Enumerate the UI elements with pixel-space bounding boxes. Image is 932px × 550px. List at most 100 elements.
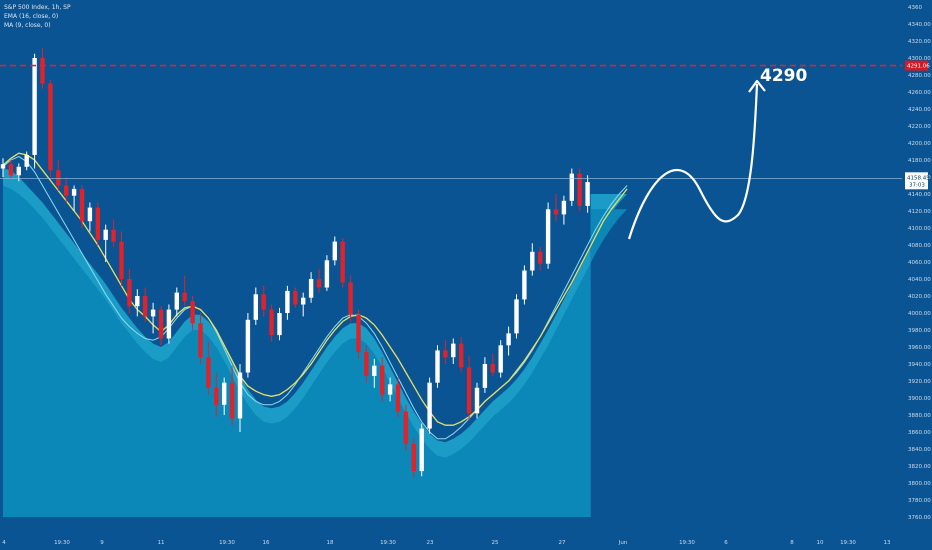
- ma-line: [2, 156, 628, 440]
- y-tick-label: 4100.00: [908, 226, 931, 232]
- y-tick-label: 4340.00: [908, 22, 931, 28]
- legend-ema: EMA (16, close, 0): [4, 13, 59, 20]
- candle-body: [253, 294, 258, 320]
- candle-body: [150, 309, 156, 317]
- candle-body: [143, 296, 148, 317]
- x-tick-label: 13: [884, 540, 891, 546]
- candle-body: [103, 229, 108, 240]
- x-tick-label: 10: [817, 540, 824, 546]
- candle-body: [16, 166, 21, 176]
- candle-body: [24, 154, 29, 167]
- projection-path: [627, 79, 766, 240]
- candle-body: [553, 209, 559, 215]
- candle-body: [577, 173, 582, 206]
- candle-body: [79, 188, 85, 222]
- current-price-timer: 37:03: [909, 182, 925, 188]
- candle-body: [569, 173, 574, 201]
- candle-body: [324, 260, 330, 288]
- y-tick-label: 4360: [908, 5, 922, 11]
- candle-body: [277, 313, 282, 336]
- candle-body: [245, 319, 251, 373]
- candle-body: [348, 282, 353, 315]
- x-tick-label: 23: [427, 540, 434, 546]
- candle-body: [237, 372, 243, 419]
- candle-body: [482, 364, 488, 388]
- ema-line: [2, 152, 628, 426]
- y-tick-label: 4240.00: [908, 107, 931, 113]
- current-price-tag: [905, 172, 928, 190]
- candle-body: [308, 279, 314, 298]
- candle-body: [174, 292, 179, 310]
- candle-body: [459, 343, 464, 368]
- y-tick-label: 4060.00: [908, 260, 931, 266]
- projection-curve: [627, 83, 759, 240]
- candle-body: [269, 309, 274, 336]
- candle-body: [466, 367, 472, 414]
- x-tick-label: 27: [559, 540, 566, 546]
- area-band-inner: [3, 185, 628, 517]
- candle-body: [158, 309, 164, 339]
- y-tick-label: 4180.00: [908, 158, 931, 164]
- candle-body: [380, 365, 385, 395]
- candle-body: [561, 200, 567, 215]
- y-tick-label: 3940.00: [908, 362, 931, 368]
- candle-body: [119, 241, 124, 279]
- y-tick-label: 4140.00: [908, 192, 931, 198]
- x-tick-label: 8: [790, 540, 794, 546]
- x-tick-label: 9: [100, 540, 104, 546]
- candle-body: [474, 387, 480, 414]
- candle-body: [48, 83, 53, 171]
- y-tick-label: 3800.00: [908, 481, 931, 487]
- x-tick-label: 19:30: [840, 540, 856, 546]
- x-tick-label: 19:30: [219, 540, 235, 546]
- y-tick-label: 4300.00: [908, 56, 931, 62]
- candle-body: [261, 294, 266, 310]
- current-price-tag-label: 4158.45: [907, 175, 930, 181]
- projection-arrowhead: [748, 79, 766, 93]
- y-tick-label: 3980.00: [908, 328, 931, 334]
- candle-body: [340, 241, 345, 283]
- candle-body: [64, 185, 69, 196]
- candlesticks: [0, 47, 590, 478]
- candle-body: [498, 345, 503, 373]
- x-tick-label: 19:30: [54, 540, 70, 546]
- candle-body: [135, 296, 140, 307]
- candle-body: [545, 209, 551, 264]
- candle-body: [32, 58, 37, 155]
- y-tick-label: 4040.00: [908, 277, 931, 283]
- candle-body: [443, 350, 448, 358]
- y-tick-label: 3760.00: [908, 515, 931, 521]
- x-tick-label: 11: [158, 540, 165, 546]
- candle-body: [95, 207, 100, 240]
- candle-body: [301, 297, 306, 305]
- candle-body: [530, 251, 535, 271]
- y-tick-label: 4000.00: [908, 311, 931, 317]
- candle-body: [522, 270, 527, 300]
- candle-body: [222, 382, 227, 405]
- candle-body: [166, 309, 172, 339]
- candle-body: [419, 428, 424, 472]
- candle-body: [403, 411, 409, 444]
- candle-body: [8, 164, 14, 176]
- candle-body: [229, 382, 235, 419]
- y-tick-label: 3900.00: [908, 396, 931, 402]
- y-tick-label: 4280.00: [908, 73, 931, 79]
- candle-body: [127, 279, 132, 307]
- y-tick-label: 3880.00: [908, 413, 931, 419]
- candle-body: [198, 323, 203, 358]
- y-tick-label: 3960.00: [908, 345, 931, 351]
- area-fill: [3, 168, 628, 517]
- x-tick-label: 18: [327, 540, 334, 546]
- x-tick-label: 6: [724, 540, 728, 546]
- candle-body: [372, 365, 377, 376]
- candle-body: [182, 292, 187, 302]
- y-tick-label: 4080.00: [908, 243, 931, 249]
- y-tick-label: 4120.00: [908, 209, 931, 215]
- target-price-tag-label: 4291.06: [907, 64, 930, 70]
- candle-body: [190, 301, 195, 324]
- price-lines: [0, 64, 902, 179]
- candle-body: [56, 170, 61, 186]
- candle-body: [506, 333, 511, 346]
